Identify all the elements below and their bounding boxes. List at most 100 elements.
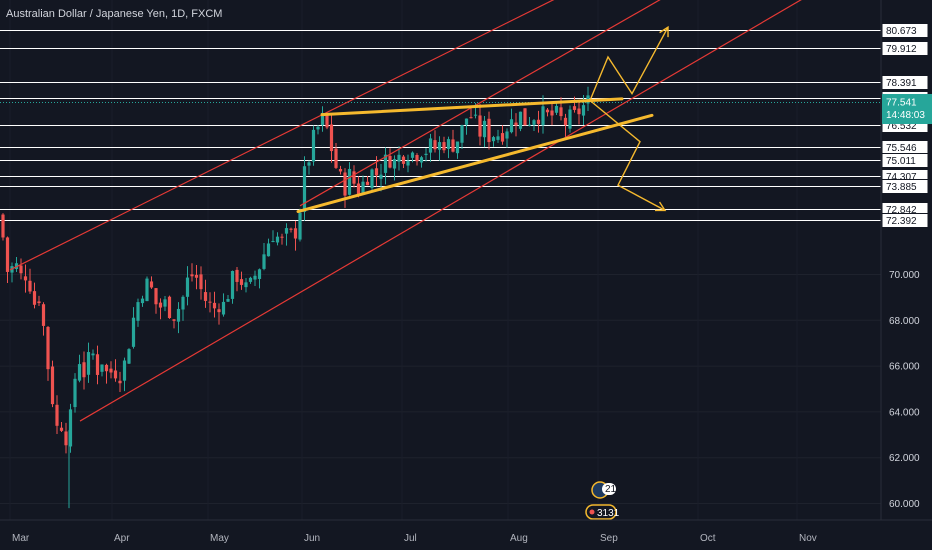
candle-body — [428, 138, 433, 153]
candle-body — [109, 368, 113, 373]
candle-body — [329, 124, 334, 152]
candle-body — [154, 288, 158, 305]
candle-body — [401, 156, 406, 164]
event-tags[interactable]: 21 3131 — [585, 481, 620, 520]
candle-body — [55, 404, 59, 426]
candle-body — [433, 140, 437, 150]
candle-body — [136, 302, 140, 321]
candle-body — [370, 169, 374, 188]
candle-body — [190, 274, 194, 277]
candle-body — [446, 139, 451, 149]
candle-body — [545, 109, 550, 113]
candle-body — [131, 317, 136, 347]
candle-body — [1, 214, 5, 238]
candle-body — [338, 168, 343, 172]
candle-body — [226, 299, 230, 302]
price-tick-label: 64.000 — [889, 407, 920, 418]
level-label-7: 74.307 — [886, 172, 917, 183]
level-box-0 — [881, 23, 929, 38]
bearish-projection-arrow-head — [654, 201, 667, 212]
candle-body — [572, 106, 577, 110]
candle-body — [59, 427, 64, 431]
candle-body — [550, 110, 554, 116]
candle-body — [50, 366, 55, 405]
candle-body — [221, 301, 226, 315]
candle-body — [464, 118, 469, 125]
candle-body — [365, 181, 370, 186]
candle-body — [523, 108, 527, 126]
candle-body — [343, 172, 347, 196]
candle-body — [127, 349, 131, 364]
level-label-1: 79.912 — [886, 44, 917, 55]
candle-body — [442, 142, 446, 151]
candle-body — [581, 105, 586, 116]
candle-body — [77, 364, 82, 381]
candle-body — [46, 326, 50, 370]
candle-body — [496, 136, 500, 140]
candle-body — [19, 265, 23, 274]
candle-body — [185, 277, 190, 297]
candle-body — [478, 115, 482, 137]
candle-body — [91, 353, 95, 356]
event-count-badge — [602, 483, 616, 495]
candle-body — [253, 275, 257, 280]
level-label-2: 78.391 — [886, 78, 917, 89]
candle-body — [145, 278, 149, 302]
candle-body — [293, 228, 298, 239]
month-label-apr: Apr — [114, 533, 130, 544]
candle-body — [460, 125, 464, 143]
candle-body — [505, 131, 509, 139]
month-label-aug: Aug — [510, 533, 528, 544]
candle-body — [392, 159, 397, 169]
candle-body — [172, 319, 176, 321]
candle-body — [248, 277, 253, 282]
candle-body — [500, 133, 505, 142]
chart-title: Australian Dollar / Japanese Yen, 1D, FX… — [6, 8, 222, 20]
candle-body — [352, 171, 356, 184]
bullish-projection-arrow-head — [659, 25, 669, 38]
candle-body — [37, 301, 41, 304]
candle-body — [577, 108, 581, 115]
candle-body — [388, 155, 392, 168]
candle-body — [559, 107, 563, 117]
candle-body — [554, 105, 559, 113]
candle-body — [374, 168, 379, 176]
candle-body — [518, 111, 523, 129]
candle-body — [41, 304, 46, 326]
candle-body — [32, 291, 37, 305]
candle-body — [199, 274, 203, 290]
level-box-6 — [881, 153, 929, 168]
month-label-nov: Nov — [799, 533, 817, 544]
level-label-5: 75.546 — [886, 143, 917, 154]
candle-body — [275, 236, 280, 243]
candle-body — [176, 308, 181, 322]
candle-body — [244, 282, 248, 288]
level-box-8 — [881, 179, 929, 194]
channel-upper-line — [9, 0, 555, 271]
time-axis[interactable]: Mar Apr May Jun Jul Aug Sep Oct Nov — [12, 533, 817, 544]
candle-body — [230, 270, 235, 299]
candle-body — [257, 269, 262, 279]
level-label-4: 76.532 — [886, 121, 917, 132]
price-axis[interactable]: 60.000 62.000 64.000 66.000 68.000 70.000 80.6… — [881, 23, 932, 511]
candle-body — [158, 302, 163, 308]
candle-body — [356, 183, 361, 195]
price-tick-label: 68.000 — [889, 316, 920, 327]
candle-body — [455, 141, 460, 154]
candle-body — [473, 114, 478, 116]
triangle-pattern — [296, 97, 654, 214]
candle-body — [217, 309, 221, 313]
candle-body — [140, 298, 145, 304]
candle-body — [149, 281, 154, 288]
channel-middle-line — [299, 0, 661, 207]
candle-body — [212, 302, 217, 309]
candle-body — [194, 274, 199, 278]
candle-body — [73, 378, 77, 408]
candle-body — [491, 137, 496, 142]
triangle-top-line — [320, 97, 624, 117]
candle-body — [113, 370, 118, 379]
candle-body — [532, 120, 536, 125]
candle-body — [82, 362, 86, 378]
month-label-mar: Mar — [12, 533, 30, 544]
